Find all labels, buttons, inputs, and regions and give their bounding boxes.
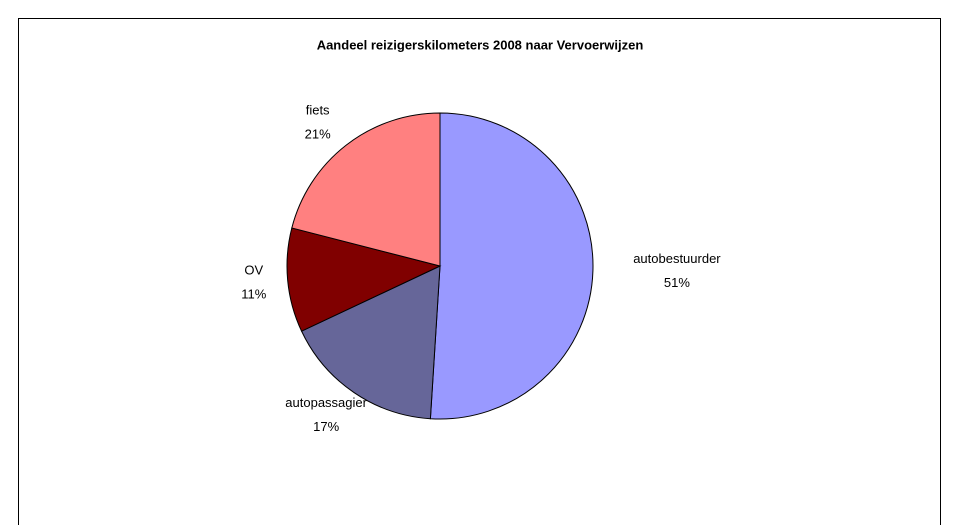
slice-value-label: 17% (313, 419, 339, 434)
slice-value-label: 51% (664, 275, 690, 290)
slice-value-label: 21% (305, 126, 331, 141)
slice-label: autobestuurder (633, 251, 721, 266)
slice-label: OV (244, 262, 263, 277)
pie-slice (291, 112, 441, 267)
slice-value-label: 11% (241, 286, 266, 301)
slice-label: autopassagier (285, 395, 367, 410)
pie-slice (429, 112, 594, 420)
pie-slice (300, 265, 441, 420)
pie-slice (286, 227, 442, 332)
slice-label: fiets (306, 102, 330, 117)
chart-title: Aandeel reizigerskilometers 2008 naar Ve… (317, 37, 644, 52)
